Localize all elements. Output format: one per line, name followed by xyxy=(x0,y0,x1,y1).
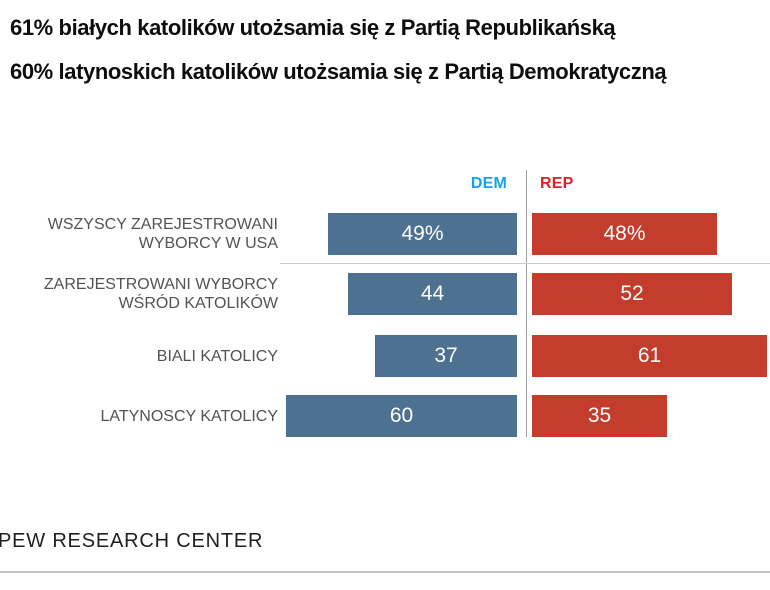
center-axis-divider xyxy=(526,170,527,437)
category-label-line: ZAREJESTROWANI WYBORCY xyxy=(43,276,278,293)
chart-title-line-2: 60% latynoskich katolików utożsamia się … xyxy=(10,59,667,84)
category-label-registered-catholic-voters: ZAREJESTROWANI WYBORCY WŚRÓD KATOLIKÓW xyxy=(0,275,278,313)
dem-bar-row1: 49% xyxy=(328,213,517,255)
rep-bar-row2: 52 xyxy=(532,273,732,315)
dem-bar-row2: 44 xyxy=(348,273,517,315)
source-attribution: PEW RESEARCH CENTER xyxy=(0,530,264,552)
category-label-white-catholics: BIALI KATOLICY xyxy=(0,347,278,366)
rep-bar-value: 35 xyxy=(587,404,612,427)
category-label-line: BIALI KATOLICY xyxy=(156,348,278,365)
category-label-line: WSZYSCY ZAREJESTROWANI xyxy=(47,216,278,233)
category-label-line: WŚRÓD KATOLIKÓW xyxy=(118,295,278,312)
rep-bar-row1: 48% xyxy=(532,213,717,255)
rep-bar-row3: 61 xyxy=(532,335,767,377)
dem-bar-value: 37 xyxy=(434,344,458,367)
rep-bar-value: 48% xyxy=(603,222,646,245)
category-label-hispanic-catholics: LATYNOSCY KATOLICY xyxy=(0,407,278,426)
category-label-all-registered-voters: WSZYSCY ZAREJESTROWANI WYBORCY W USA xyxy=(0,215,278,253)
rep-bar-row4: 35 xyxy=(532,395,667,437)
dem-bar-value: 49% xyxy=(401,222,444,245)
dem-bar-row3: 37 xyxy=(375,335,517,377)
category-label-line: LATYNOSCY KATOLICY xyxy=(100,408,278,425)
category-label-line: WYBORCY W USA xyxy=(138,235,278,252)
legend-dem-label: DEM xyxy=(470,175,507,192)
dem-bar-value: 60 xyxy=(389,404,414,427)
bottom-divider-line xyxy=(0,571,770,573)
chart-title-line-1: 61% białych katolików utożsamia się z Pa… xyxy=(10,15,616,40)
rep-bar-value: 52 xyxy=(620,282,644,305)
rep-bar-value: 61 xyxy=(637,344,662,367)
legend-rep-label: REP xyxy=(540,175,574,192)
dem-bar-row4: 60 xyxy=(286,395,517,437)
row-separator-line xyxy=(280,263,770,264)
dem-bar-value: 44 xyxy=(420,282,445,305)
